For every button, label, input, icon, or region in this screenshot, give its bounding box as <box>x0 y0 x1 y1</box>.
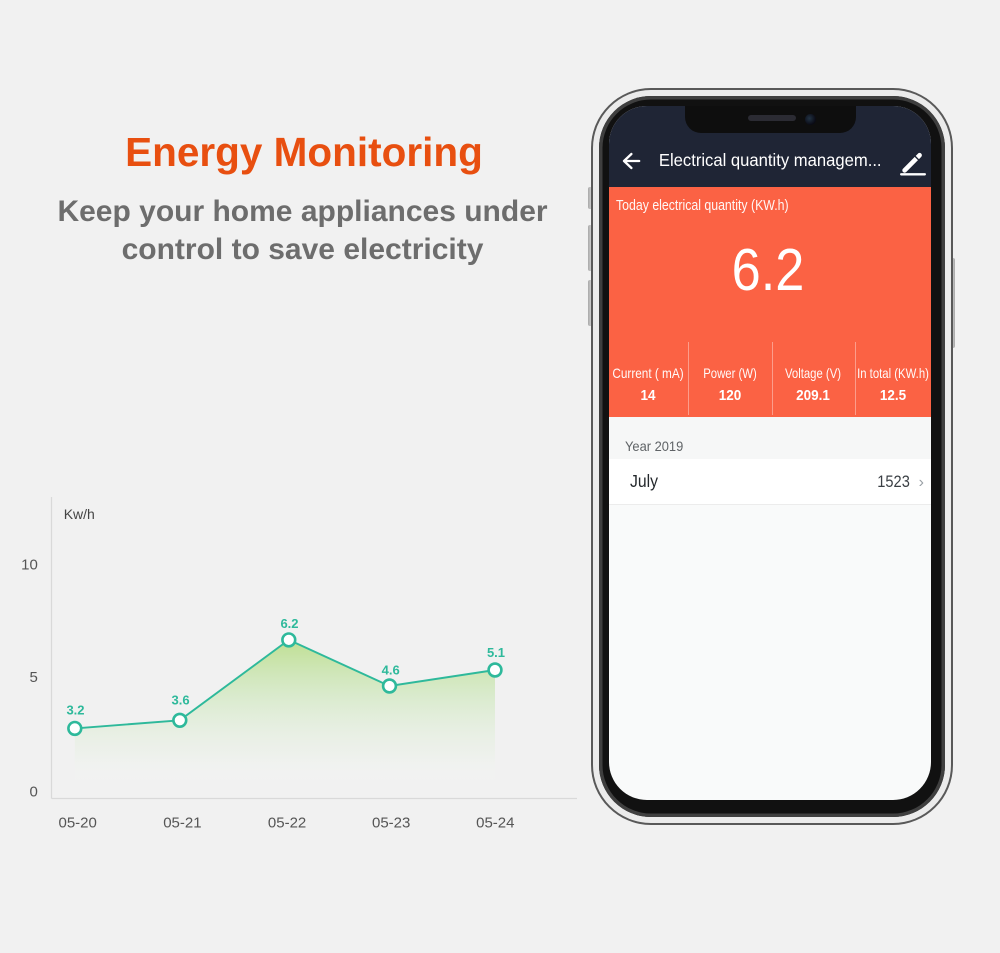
svg-text:05-21: 05-21 <box>163 815 201 832</box>
svg-text:0: 0 <box>29 783 37 800</box>
svg-text:5.1: 5.1 <box>487 645 505 660</box>
svg-text:6.2: 6.2 <box>280 616 298 631</box>
svg-text:05-24: 05-24 <box>476 815 514 832</box>
svg-text:3.2: 3.2 <box>66 703 84 718</box>
svg-text:5: 5 <box>29 669 37 686</box>
svg-text:4.6: 4.6 <box>382 663 400 678</box>
svg-text:3.6: 3.6 <box>172 693 190 708</box>
svg-text:05-22: 05-22 <box>268 815 306 832</box>
svg-text:05-20: 05-20 <box>59 815 97 832</box>
svg-text:Kw/h: Kw/h <box>64 506 95 522</box>
svg-text:10: 10 <box>21 557 38 574</box>
svg-text:05-23: 05-23 <box>372 815 410 832</box>
